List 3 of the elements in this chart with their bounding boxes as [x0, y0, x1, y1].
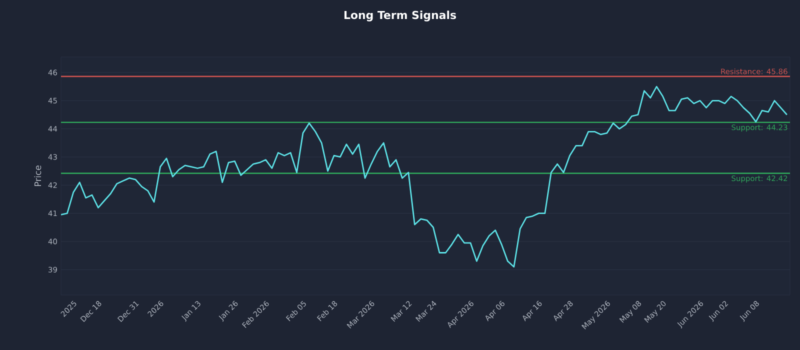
chart-title: Long Term Signals — [344, 10, 456, 22]
line-series — [61, 86, 788, 268]
y-axis-title: Price — [34, 166, 42, 186]
